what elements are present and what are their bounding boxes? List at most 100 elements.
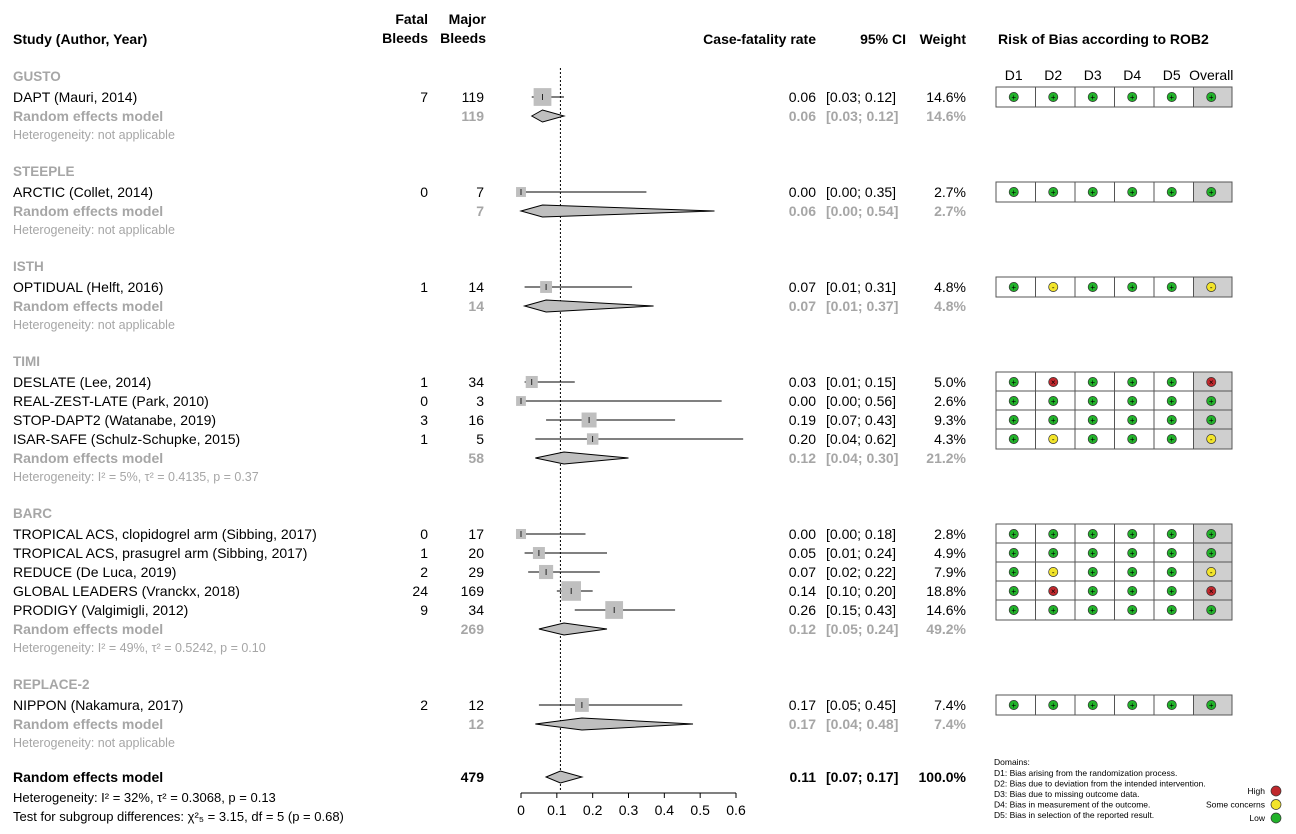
rob-row: + + + + + + [995, 181, 1233, 203]
subgroup-re-major: 12 [468, 716, 484, 732]
header-major-2: Bleeds [440, 30, 486, 46]
subgroup-diamond [530, 109, 566, 123]
rob-judgement-low [1166, 434, 1177, 444]
subgroup-re-major: 119 [461, 108, 484, 124]
rob-judgement-low [1127, 586, 1138, 596]
subgroup-re-rate: 0.06 [789, 108, 816, 124]
major-bleeds-value: 169 [461, 583, 485, 599]
rob-symbol: + [1130, 435, 1135, 444]
rob-symbol: + [1209, 397, 1214, 406]
rob-symbol: + [1011, 701, 1016, 710]
rob-judgement-some [1048, 282, 1059, 292]
rob-judgement-low [1127, 377, 1138, 387]
rob-symbol: - [1052, 283, 1055, 292]
weight-value: 4.8% [934, 279, 966, 295]
rob-judgement-low [1166, 586, 1177, 596]
rob-judgement-low [1206, 396, 1217, 406]
rob-judgement-low [1048, 187, 1059, 197]
overall-ci: [0.07; 0.17] [826, 769, 898, 785]
heterogeneity-text: Heterogeneity: I² = 49%, τ² = 0.5242, p … [13, 641, 266, 655]
fatal-bleeds-value: 2 [420, 564, 428, 580]
rob-judgement-high [1206, 377, 1217, 387]
subgroup-re-label: Random effects model [13, 298, 163, 314]
study-label: OPTIDUAL (Helft, 2016) [13, 279, 163, 295]
weight-value: 4.9% [934, 545, 966, 561]
rob-judgement-low [1008, 396, 1019, 406]
rob-legend-domain: D2: Bias due to deviation from the inten… [994, 779, 1206, 789]
major-bleeds-value: 12 [468, 697, 484, 713]
rate-value: 0.20 [789, 431, 816, 447]
overall-rate: 0.11 [790, 769, 817, 785]
major-bleeds-value: 16 [468, 412, 484, 428]
rob-judgement-low [1087, 187, 1098, 197]
rob-judgement-low [1166, 92, 1177, 102]
subgroup-re-weight: 7.4% [934, 716, 966, 732]
rob-judgement-low [1087, 548, 1098, 558]
rate-value: 0.19 [789, 412, 816, 428]
rob-symbol: + [1011, 378, 1016, 387]
fatal-bleeds-value: 1 [420, 545, 428, 561]
rob-symbol: + [1090, 549, 1095, 558]
rob-symbol: + [1169, 549, 1174, 558]
rob-symbol: + [1169, 435, 1174, 444]
rob-legend-judgement-label: Low [1249, 813, 1265, 823]
rob-symbol: + [1051, 701, 1056, 710]
subgroup-re-label: Random effects model [13, 716, 163, 732]
rate-value: 0.00 [789, 393, 816, 409]
rob-symbol: + [1130, 416, 1135, 425]
rob-judgement-low [1166, 529, 1177, 539]
rob-column-overall: Overall [1189, 67, 1233, 83]
rob-judgement-low [1008, 586, 1019, 596]
rob-judgement-low [1048, 92, 1059, 102]
rob-judgement-low [1166, 605, 1177, 615]
study-label: REAL-ZEST-LATE (Park, 2010) [13, 393, 209, 409]
rob-symbol: + [1130, 93, 1135, 102]
rob-symbol: + [1090, 93, 1095, 102]
fatal-bleeds-value: 3 [420, 412, 428, 428]
rob-symbol: - [1210, 568, 1213, 577]
rob-symbol: + [1209, 93, 1214, 102]
rob-symbol: + [1090, 435, 1095, 444]
subgroup-re-label: Random effects model [13, 108, 163, 124]
subgroup-re-major: 14 [468, 298, 484, 314]
fatal-bleeds-value: 7 [420, 89, 428, 105]
heterogeneity-text: Heterogeneity: not applicable [13, 736, 175, 750]
major-bleeds-value: 7 [476, 184, 484, 200]
rob-row: + + + + + + [995, 599, 1233, 621]
subgroup-re-label: Random effects model [13, 450, 163, 466]
fatal-bleeds-value: 24 [412, 583, 428, 599]
rob-symbol: + [1130, 606, 1135, 615]
subgroup-diamond [522, 299, 654, 313]
rob-judgement-low [1127, 529, 1138, 539]
subgroup-diamond [519, 204, 715, 218]
rate-value: 0.05 [789, 545, 816, 561]
study-label: REDUCE (De Luca, 2019) [13, 564, 176, 580]
rob-column-d4: D4 [1123, 67, 1141, 83]
rob-judgement-low [1087, 605, 1098, 615]
x-axis-tick-label: 0.4 [655, 802, 675, 818]
rob-judgement-low [1008, 377, 1019, 387]
rate-value: 0.07 [789, 279, 816, 295]
subgroup-re-major: 58 [468, 450, 484, 466]
overall-major: 479 [461, 769, 485, 785]
rob-row: + × + + + × [995, 371, 1233, 393]
rob-symbol: - [1210, 283, 1213, 292]
rob-symbol: + [1130, 701, 1135, 710]
rob-symbol: + [1011, 549, 1016, 558]
rob-row: + + + + + + [995, 390, 1233, 412]
rob-column-d1: D1 [1005, 67, 1023, 83]
rob-judgement-high [1048, 377, 1059, 387]
rob-judgement-low [1206, 92, 1217, 102]
rob-symbol: + [1169, 93, 1174, 102]
rob-row: + + + + + + [995, 409, 1233, 431]
rob-symbol: + [1011, 435, 1016, 444]
rob-judgement-low [1048, 548, 1059, 558]
header-weight: Weight [920, 31, 967, 47]
rob-column-d2: D2 [1044, 67, 1062, 83]
rob-symbol: + [1209, 549, 1214, 558]
rob-judgement-low [1127, 605, 1138, 615]
header-risk-of-bias: Risk of Bias according to ROB2 [998, 31, 1209, 47]
rob-judgement-low [1048, 529, 1059, 539]
rob-symbol: + [1051, 549, 1056, 558]
rob-symbol: + [1051, 188, 1056, 197]
